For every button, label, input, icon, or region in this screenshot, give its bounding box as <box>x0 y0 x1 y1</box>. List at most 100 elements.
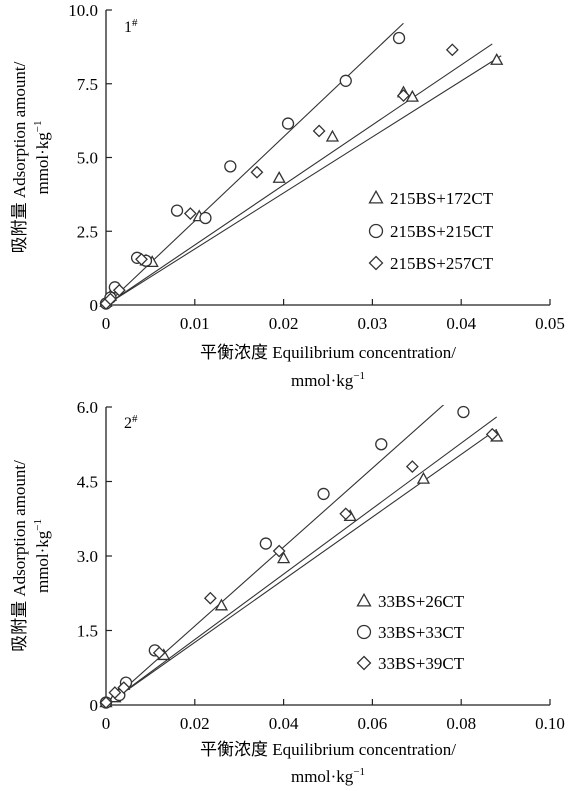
panel-label-number: 2 <box>124 415 132 432</box>
data-point-diamond <box>183 207 197 220</box>
legend-label: 33BS+26CT <box>378 592 465 611</box>
data-point-circle <box>457 405 470 419</box>
chart-panel-2: 01.53.04.56.00 0.02 0.04 0.06 0.08 0.102#33BS… <box>10 398 565 786</box>
y-axis-unit-base: mmol·kg <box>33 132 52 195</box>
data-point-circle <box>224 160 237 173</box>
x-tick-label: 0.02 <box>180 714 210 733</box>
data-point-diamond <box>152 646 166 660</box>
x-axis-unit: mmol·kg−1 <box>291 766 365 786</box>
panel-label: 2# <box>124 413 138 432</box>
data-point-triangle <box>405 89 419 102</box>
series-diamond <box>99 43 459 310</box>
y-axis-unit-sup: −1 <box>32 120 44 132</box>
x-axis-unit-sup: −1 <box>353 766 365 778</box>
y-axis-unit-sup: −1 <box>32 519 44 531</box>
data-point-circle <box>259 537 272 550</box>
legend-marker-circle <box>356 624 372 640</box>
data-point-diamond <box>104 292 117 306</box>
x-axis-unit-base: mmol·kg <box>291 767 354 786</box>
legend-label: 215BS+215CT <box>390 222 494 241</box>
y-tick-label: 4.5 <box>77 473 98 492</box>
x-axis-label: 平衡浓度 Equilibrium concentration/ <box>200 740 456 759</box>
x-tick-label: 0.02 <box>269 314 299 333</box>
data-point-circle <box>375 438 388 451</box>
data-point-triangle <box>490 53 504 65</box>
x-tick-label: 0 <box>102 314 111 333</box>
data-point-triangle <box>272 171 286 183</box>
legend-marker-triangle <box>356 592 372 607</box>
x-tick-label: 0.08 <box>446 714 476 733</box>
x-tick-label: 0.04 <box>446 314 476 333</box>
x-tick-label: 0.01 <box>180 314 210 333</box>
data-point-circle <box>392 31 406 45</box>
data-point-diamond <box>117 681 131 695</box>
panel-label-sup: # <box>132 17 138 29</box>
x-tick-label: 0.05 <box>535 314 565 333</box>
x-tick-label: 0.06 <box>358 714 388 733</box>
fit-line-triangle <box>106 55 502 305</box>
y-tick-label: 6.0 <box>77 398 98 417</box>
fit-line-diamond <box>106 416 498 705</box>
x-axis-unit-base: mmol·kg <box>291 371 354 390</box>
data-point-triangle <box>214 598 229 611</box>
x-tick-label: 0.03 <box>358 314 388 333</box>
data-point-diamond <box>485 427 499 441</box>
panel-label-sup: # <box>132 413 138 425</box>
legend-label: 215BS+172CT <box>390 189 494 208</box>
data-point-triangle <box>416 471 431 484</box>
data-point-circle <box>170 204 184 217</box>
legend-label: 33BS+39CT <box>378 654 465 673</box>
legend-marker-diamond <box>368 255 384 271</box>
data-point-circle <box>317 487 330 501</box>
legend: 33BS+26CT 33BS+33CT 33BS+39CT <box>356 592 465 673</box>
x-tick-label: 0.04 <box>269 714 299 733</box>
data-point-diamond <box>405 460 419 474</box>
data-point-diamond <box>339 507 353 521</box>
y-axis-label: 吸附量 Adsorption amount/ <box>10 460 29 652</box>
fit-line-triangle <box>106 428 498 705</box>
data-point-triangle <box>325 129 340 142</box>
y-axis-label: 吸附量 Adsorption amount/ <box>10 61 29 253</box>
legend: 215BS+172CT 215BS+215CT 215BS+257CT <box>368 189 494 273</box>
x-tick-label: 0 <box>102 714 111 733</box>
chart-panel-1: 02.55.07.510.00 0.01 0.02 0.03 0.04 0.051#215… <box>10 1 565 390</box>
fit-line-diamond <box>106 43 493 305</box>
legend-marker-circle <box>368 223 384 239</box>
data-point-diamond <box>108 686 122 700</box>
panel-label: 1# <box>124 17 138 36</box>
y-tick-label: 10.0 <box>68 1 98 20</box>
y-tick-label: 7.5 <box>77 75 98 94</box>
data-point-diamond <box>312 124 326 138</box>
legend-label: 215BS+257CT <box>390 254 494 273</box>
data-point-triangle <box>276 551 291 564</box>
x-axis-unit-sup: −1 <box>353 370 365 382</box>
y-tick-label: 2.5 <box>77 222 98 241</box>
data-point-circle <box>339 74 352 87</box>
panel-label-number: 1 <box>124 19 132 36</box>
x-axis-unit: mmol·kg−1 <box>291 370 365 390</box>
y-tick-label: 0 <box>90 296 99 315</box>
data-point-diamond <box>250 165 264 179</box>
data-point-diamond <box>445 43 459 57</box>
y-axis-unit: mmol·kg−1 <box>32 120 52 194</box>
y-tick-label: 1.5 <box>77 622 98 641</box>
data-point-diamond <box>112 283 126 297</box>
y-tick-label: 0 <box>90 696 99 715</box>
data-point-diamond <box>272 544 286 558</box>
legend-marker-triangle <box>368 189 384 204</box>
legend-label: 33BS+33CT <box>378 623 465 642</box>
y-axis-unit: mmol·kg−1 <box>32 519 52 593</box>
data-point-circle <box>199 211 212 225</box>
x-tick-label: 0.10 <box>535 714 565 733</box>
data-point-diamond <box>99 696 113 709</box>
y-axis-unit-base: mmol·kg <box>33 530 52 593</box>
series-diamond <box>99 427 499 709</box>
x-axis-label: 平衡浓度 Equilibrium concentration/ <box>200 343 456 362</box>
data-point-diamond <box>397 89 410 102</box>
legend-marker-diamond <box>356 655 372 671</box>
data-point-circle <box>281 117 295 130</box>
y-tick-label: 3.0 <box>77 547 98 566</box>
y-tick-label: 5.0 <box>77 149 98 168</box>
data-point-diamond <box>203 591 217 605</box>
